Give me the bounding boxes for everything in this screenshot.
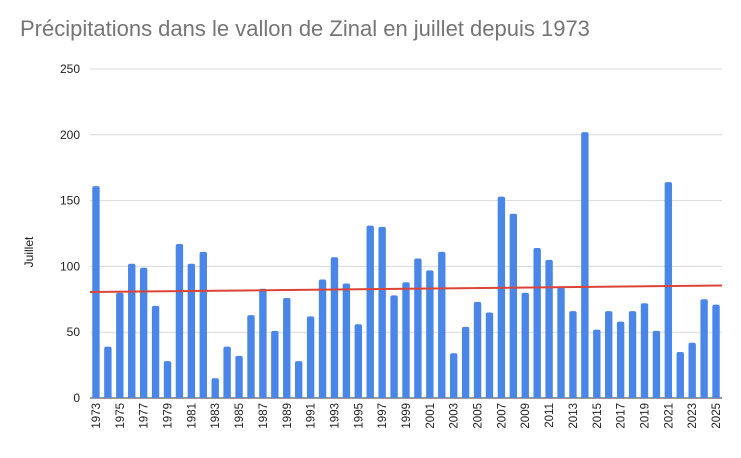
- bar-2001: [426, 270, 434, 398]
- x-tick-label-2005: 2005: [473, 403, 485, 429]
- bar-1995: [354, 324, 362, 398]
- bar-1977: [139, 267, 148, 398]
- x-tick-label-1979: 1979: [163, 403, 175, 429]
- bars: [92, 132, 720, 398]
- y-tick-label-100: 100: [60, 259, 80, 273]
- bar-2014: [581, 132, 589, 398]
- y-tick-label-200: 200: [60, 128, 80, 142]
- bar-1994: [342, 283, 351, 398]
- trend-line: [89, 284, 723, 294]
- bar-2021: [664, 182, 673, 398]
- x-tick-label-2013: 2013: [568, 403, 580, 429]
- bar-2007: [497, 196, 506, 398]
- bar-2023: [688, 342, 696, 398]
- bar-2011: [545, 259, 553, 398]
- bar-1991: [306, 316, 315, 398]
- x-tick-label-1983: 1983: [210, 403, 222, 429]
- x-tick-label-2021: 2021: [663, 403, 675, 429]
- bar-1986: [247, 315, 255, 398]
- bar-1992: [318, 279, 327, 398]
- bar-2004: [461, 326, 470, 398]
- x-tick-label-1991: 1991: [306, 403, 318, 429]
- bar-2025: [712, 304, 720, 398]
- bar-2018: [628, 311, 637, 398]
- bar-1999: [402, 282, 410, 398]
- x-tick-label-1981: 1981: [186, 403, 198, 429]
- x-tick-label-1985: 1985: [234, 403, 246, 429]
- y-axis-label: Juillet: [22, 236, 36, 267]
- x-tick-label-2007: 2007: [496, 403, 508, 429]
- bar-2016: [605, 311, 613, 398]
- y-axis-ticks: 0 50 100 150 200 250: [60, 62, 80, 405]
- x-tick-label-2009: 2009: [520, 403, 532, 429]
- bar-1974: [104, 346, 112, 398]
- x-tick-label-1987: 1987: [258, 403, 270, 429]
- bar-2008: [509, 213, 518, 398]
- bar-2006: [485, 312, 494, 398]
- x-tick-label-2011: 2011: [544, 403, 556, 428]
- x-tick-label-2001: 2001: [425, 403, 437, 429]
- y-tick-label-250: 250: [60, 62, 80, 76]
- x-tick-label-2017: 2017: [616, 403, 628, 429]
- bar-1998: [390, 295, 398, 398]
- bar-1987: [259, 288, 267, 398]
- chart-title: Précipitations dans le vallon de Zinal e…: [20, 16, 590, 41]
- bar-2002: [438, 251, 446, 398]
- bar-1979: [163, 361, 172, 398]
- bar-1983: [211, 378, 219, 398]
- bar-2024: [700, 299, 708, 398]
- x-tick-label-1997: 1997: [377, 403, 389, 429]
- bar-2009: [521, 292, 529, 398]
- bar-1976: [128, 263, 136, 398]
- x-tick-label-2003: 2003: [449, 403, 461, 429]
- x-tick-label-1993: 1993: [329, 403, 341, 429]
- bar-2022: [676, 351, 684, 398]
- bar-1990: [294, 361, 303, 398]
- y-tick-label-150: 150: [60, 194, 80, 208]
- trendline: [89, 284, 723, 294]
- bar-1980: [175, 244, 184, 398]
- x-tick-label-2023: 2023: [687, 403, 699, 429]
- bar-1975: [116, 292, 124, 398]
- bar-1996: [366, 225, 374, 398]
- y-tick-label-0: 0: [73, 391, 80, 405]
- bar-1985: [235, 355, 243, 398]
- bar-2019: [640, 303, 649, 398]
- x-tick-label-1995: 1995: [353, 403, 365, 429]
- bar-1981: [187, 263, 196, 398]
- x-tick-label-1977: 1977: [139, 403, 151, 429]
- bar-2015: [593, 329, 601, 398]
- x-tick-label-1973: 1973: [91, 403, 103, 429]
- bar-1978: [151, 305, 160, 398]
- x-tick-label-2019: 2019: [639, 403, 651, 429]
- bar-1984: [223, 346, 231, 398]
- bar-2020: [652, 330, 661, 398]
- x-tick-label-1999: 1999: [401, 403, 413, 429]
- x-axis-ticks: 1973 1975 1977 1979 1981 1983 1985 1987 1989 1991…: [91, 403, 723, 429]
- bar-2003: [450, 353, 458, 398]
- bar-2012: [557, 287, 565, 398]
- bar-2017: [616, 321, 625, 398]
- bar-2010: [533, 247, 541, 398]
- bar-1993: [330, 257, 339, 398]
- bar-2013: [569, 311, 577, 398]
- x-tick-label-1975: 1975: [115, 403, 127, 429]
- bar-1989: [283, 297, 291, 398]
- y-tick-label-50: 50: [67, 325, 81, 339]
- x-tick-label-2015: 2015: [592, 403, 604, 429]
- bar-2000: [414, 258, 422, 398]
- bar-1997: [378, 226, 386, 398]
- x-tick-label-1989: 1989: [282, 403, 294, 429]
- x-tick-label-2025: 2025: [711, 403, 723, 429]
- bar-1982: [199, 251, 207, 398]
- bar-1988: [271, 330, 279, 398]
- bar-2005: [473, 301, 482, 398]
